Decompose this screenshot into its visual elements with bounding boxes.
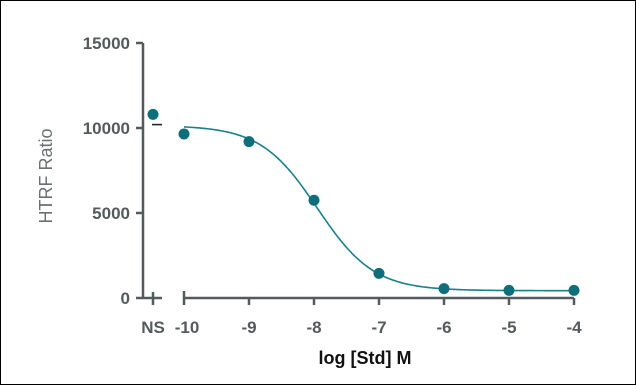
x-tick-label: -10 [175, 318, 200, 337]
data-point [373, 267, 385, 279]
x-tick-label: -6 [436, 318, 451, 337]
y-tick-label: 0 [121, 289, 130, 308]
data-point [568, 284, 580, 296]
x-tick-label: -4 [566, 318, 582, 337]
points-layer [147, 108, 580, 296]
x-axis-title: log [Std] M [319, 348, 412, 368]
x-tick-label: -9 [241, 318, 256, 337]
ns-tick-label: NS [141, 318, 165, 337]
y-axis-title: HTRF Ratio [36, 128, 56, 223]
data-point [503, 284, 515, 296]
data-point [243, 136, 255, 148]
x-tick-label: -8 [306, 318, 321, 337]
curve-layer [183, 126, 574, 292]
ns-data-point [147, 108, 159, 120]
data-point [438, 283, 450, 295]
fitted-curve [183, 126, 574, 292]
data-point [178, 128, 190, 140]
axes: 0 5000 10000 15000 NS -10 -9 -8 -7 -6 -5 -4 [83, 34, 582, 337]
x-tick-label: -5 [501, 318, 516, 337]
y-tick-label: 15000 [83, 34, 130, 53]
y-tick-label: 10000 [83, 119, 130, 138]
x-tick-label: -7 [371, 318, 386, 337]
data-point [308, 194, 320, 206]
y-tick-label: 5000 [92, 204, 130, 223]
